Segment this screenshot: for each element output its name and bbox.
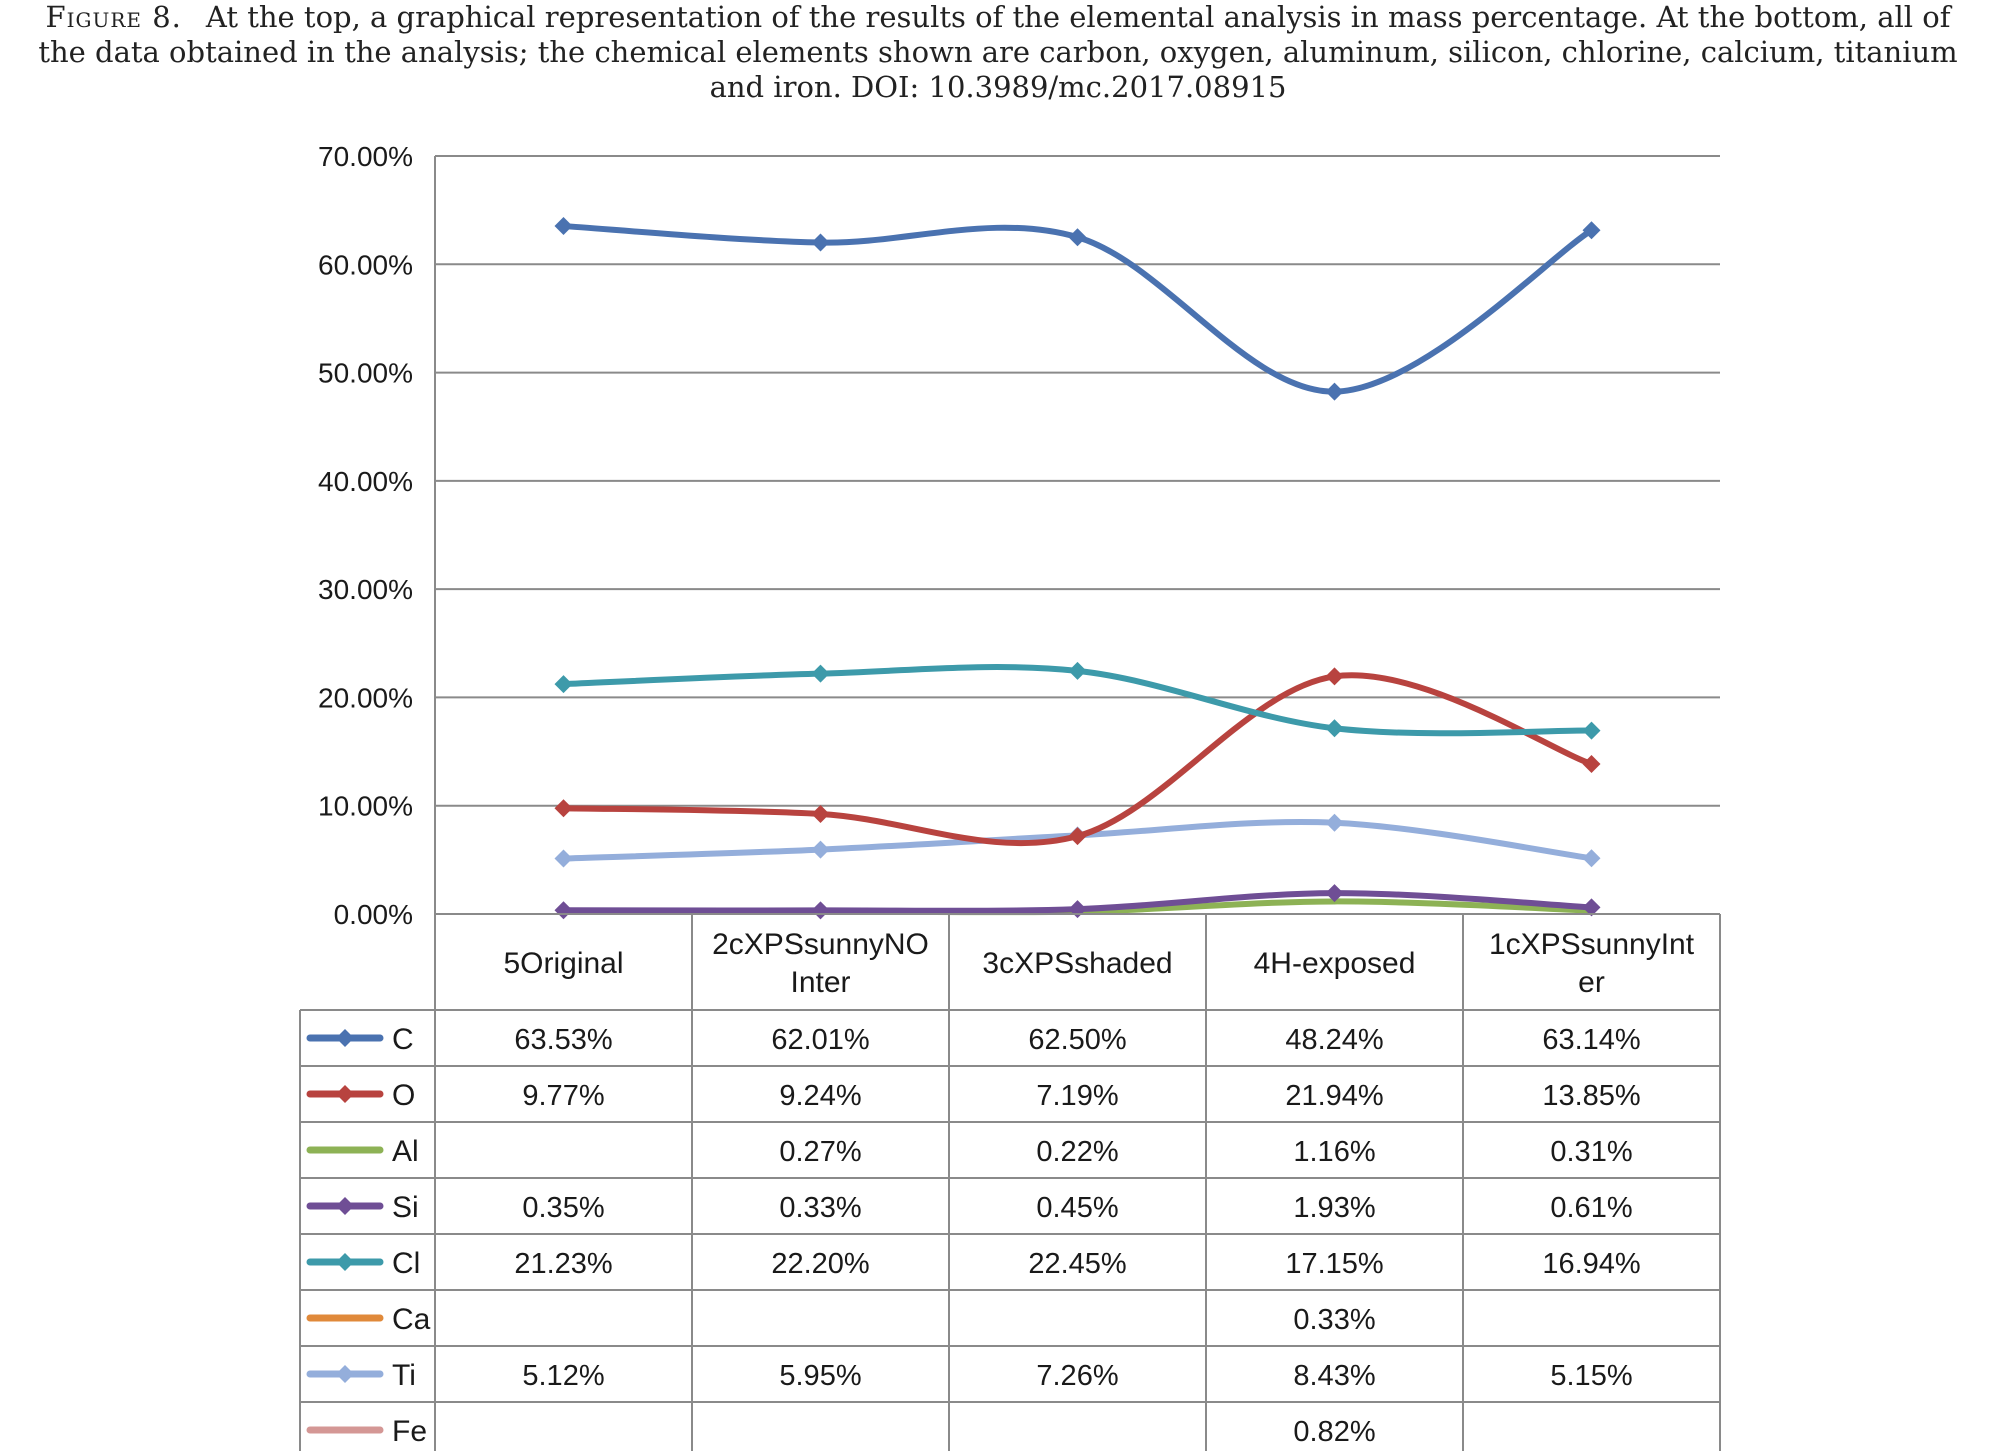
x-category-label: 1cXPSsunnyInt <box>1489 928 1695 961</box>
series-name: Ca <box>392 1303 431 1336</box>
data-point-o <box>1068 827 1087 846</box>
y-tick-label: 60.00% <box>318 249 413 280</box>
y-tick-label: 20.00% <box>318 682 413 713</box>
y-tick-label: 70.00% <box>318 141 413 172</box>
data-label: 21.94% <box>1285 1080 1383 1112</box>
legend-marker-cl <box>336 1253 354 1271</box>
data-point-c <box>1068 228 1087 247</box>
legend-marker-ti <box>336 1365 354 1383</box>
data-label: 0.35% <box>522 1192 604 1224</box>
data-label: 7.19% <box>1036 1080 1118 1112</box>
data-label: 0.82% <box>1293 1416 1375 1448</box>
data-label: 9.24% <box>779 1080 861 1112</box>
series-name: C <box>392 1023 414 1056</box>
data-label: 0.22% <box>1036 1136 1118 1168</box>
data-label: 0.33% <box>779 1192 861 1224</box>
data-label: 16.94% <box>1542 1248 1640 1280</box>
data-point-o <box>554 799 573 818</box>
series-name: Si <box>392 1191 419 1224</box>
figure-label: Figure 8. <box>45 0 182 34</box>
x-category-label: 3cXPSshaded <box>982 947 1172 980</box>
data-point-o <box>811 804 830 823</box>
x-category-label: Inter <box>790 966 850 999</box>
y-tick-label: 0.00% <box>334 899 413 930</box>
data-point-c <box>811 233 830 252</box>
data-point-cl <box>1068 661 1087 680</box>
caption-text: At the top, a graphical representation o… <box>38 0 1958 104</box>
data-point-si <box>554 901 573 920</box>
data-label: 22.20% <box>771 1248 869 1280</box>
data-point-c <box>1582 221 1601 240</box>
data-label: 63.53% <box>514 1024 612 1056</box>
data-label: 0.45% <box>1036 1192 1118 1224</box>
data-point-si <box>1068 900 1087 919</box>
legend-marker-c <box>336 1029 354 1047</box>
data-point-c <box>1325 382 1344 401</box>
data-point-cl <box>1582 721 1601 740</box>
data-point-si <box>1325 884 1344 903</box>
data-point-cl <box>811 664 830 683</box>
x-category-label: 4H-exposed <box>1254 947 1416 980</box>
data-point-ti <box>811 840 830 859</box>
y-tick-label: 30.00% <box>318 574 413 605</box>
data-label: 62.01% <box>771 1024 869 1056</box>
data-point-ti <box>1325 813 1344 832</box>
series-name: Al <box>392 1135 419 1168</box>
data-label: 0.61% <box>1550 1192 1632 1224</box>
data-label: 9.77% <box>522 1080 604 1112</box>
data-label: 0.33% <box>1293 1304 1375 1336</box>
legend-marker-o <box>336 1085 354 1103</box>
y-tick-label: 10.00% <box>318 791 413 822</box>
x-category-label: 2cXPSsunnyNO <box>712 928 929 961</box>
data-label: 48.24% <box>1285 1024 1383 1056</box>
data-label: 21.23% <box>514 1248 612 1280</box>
data-label: 1.16% <box>1293 1136 1375 1168</box>
x-category-label: 5Original <box>503 947 623 980</box>
series-line-c <box>560 223 1595 395</box>
y-tick-label: 40.00% <box>318 466 413 497</box>
data-label: 5.15% <box>1550 1360 1632 1392</box>
data-point-o <box>1582 755 1601 774</box>
legend-marker-si <box>336 1197 354 1215</box>
series-name: Fe <box>392 1415 427 1448</box>
data-point-ti <box>554 849 573 868</box>
data-label: 22.45% <box>1028 1248 1126 1280</box>
figure-caption: Figure 8. At the top, a graphical represe… <box>20 0 1976 105</box>
data-label: 7.26% <box>1036 1360 1118 1392</box>
series-line-o <box>560 672 1595 847</box>
x-category-label: er <box>1578 966 1605 999</box>
data-label: 62.50% <box>1028 1024 1126 1056</box>
data-label: 13.85% <box>1542 1080 1640 1112</box>
data-point-cl <box>1325 719 1344 738</box>
series-name: O <box>392 1079 415 1112</box>
data-label: 0.27% <box>779 1136 861 1168</box>
data-label: 63.14% <box>1542 1024 1640 1056</box>
data-label: 0.31% <box>1550 1136 1632 1168</box>
data-point-o <box>1325 667 1344 686</box>
data-label: 5.95% <box>779 1360 861 1392</box>
data-label: 17.15% <box>1285 1248 1383 1280</box>
data-label: 1.93% <box>1293 1192 1375 1224</box>
data-point-cl <box>554 675 573 694</box>
series-name: Ti <box>392 1359 416 1392</box>
series-name: Cl <box>392 1247 420 1280</box>
data-point-ti <box>1582 849 1601 868</box>
data-label: 5.12% <box>522 1360 604 1392</box>
data-label: 8.43% <box>1293 1360 1375 1392</box>
data-point-c <box>554 217 573 236</box>
data-point-si <box>1582 898 1601 917</box>
y-tick-label: 50.00% <box>318 358 413 389</box>
data-point-si <box>811 901 830 920</box>
